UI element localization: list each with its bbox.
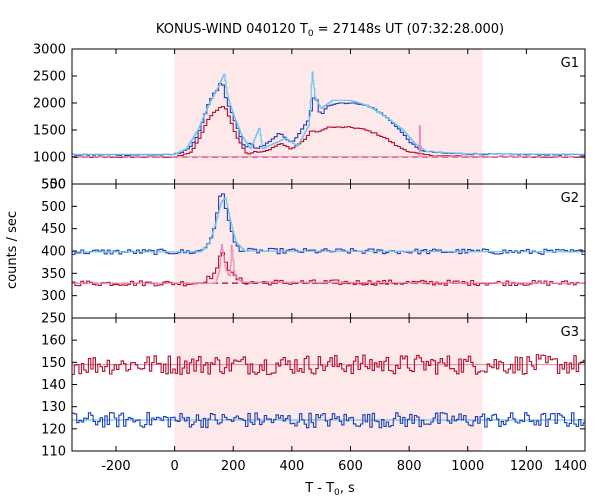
y-tick-label-g2: 450 [41,222,66,237]
series-pink-g1 [72,125,585,158]
y-tick-label-g1: 3000 [33,43,66,58]
series-cyan-g1 [72,71,585,155]
series-red-g2 [72,252,585,287]
y-tick-label-g3: 110 [41,445,66,460]
x-axis-title: T - T0, s [304,481,355,498]
y-tick-label-g2: 550 [41,178,66,193]
y-tick-label-g1: 1500 [33,124,66,139]
series-cyan-g2 [72,197,585,253]
y-tick-label-g1: 2500 [33,70,66,85]
y-tick-label-g3: 150 [41,356,66,371]
panel-g1: 500 1000 1500 2000 2500 3000 G1 [33,43,586,193]
x-axis-title-rest: , s [340,481,355,496]
y-tick-label-g1: 1000 [33,151,66,166]
y-axis-title: counts / sec [5,211,20,289]
x-axis-title-sub: 0 [334,488,340,498]
panel-g3: 110 120 130 140 150 160 G3 [41,317,586,460]
x-axis-title-main: T - T [304,481,334,496]
x-tick-label: 400 [279,459,304,474]
x-tick-label: 200 [221,459,246,474]
chart-title: KONUS-WIND 040120 T0 = 27148s UT (07:32:… [156,22,504,39]
x-tick-label: -200 [101,459,131,474]
panel-label-g2: G2 [561,191,579,206]
y-tick-label-g1: 500 [41,178,66,193]
x-axis-labels: -200 0 200 400 600 800 1000 1200 1400 [101,459,587,474]
chart-title-sub: 0 [308,29,314,39]
x-tick-label: 600 [338,459,363,474]
x-tick-label: 1400 [554,459,587,474]
x-tick-label: 1000 [451,459,484,474]
series-blue-g2 [72,193,585,256]
series-blue-g3 [72,412,585,429]
chart-title-rest: = 27148s UT (07:32:28.000) [314,22,504,37]
y-tick-label-g1: 2000 [33,97,66,112]
series-pink-g2 [72,244,585,284]
chart-title-main: KONUS-WIND 040120 T [156,22,308,37]
panel-label-g3: G3 [561,325,579,340]
y-tick-label-g3: 120 [41,422,66,437]
x-tick-label: 800 [397,459,422,474]
y-tick-label-g2: 350 [41,267,66,282]
y-tick-label-g2: 500 [41,200,66,215]
x-tick-label: 1200 [510,459,543,474]
shade-interval-g1 [174,49,483,184]
y-tick-label-g2: 400 [41,245,66,260]
x-tick-label: 0 [170,459,178,474]
y-tick-label-g3: 160 [41,334,66,349]
series-red-g3 [72,354,585,376]
svg-text:KONUS-WIND 040120 T0 = 27148s: KONUS-WIND 040120 T0 = 27148s UT (07:32:… [156,22,504,39]
shade-interval-g3 [174,318,483,451]
y-tick-label-g2: 250 [41,312,66,327]
y-tick-label-g2: 300 [41,289,66,304]
y-tick-label-g3: 130 [41,400,66,415]
panel-label-g1: G1 [561,56,579,71]
y-tick-label-g3: 140 [41,378,66,393]
